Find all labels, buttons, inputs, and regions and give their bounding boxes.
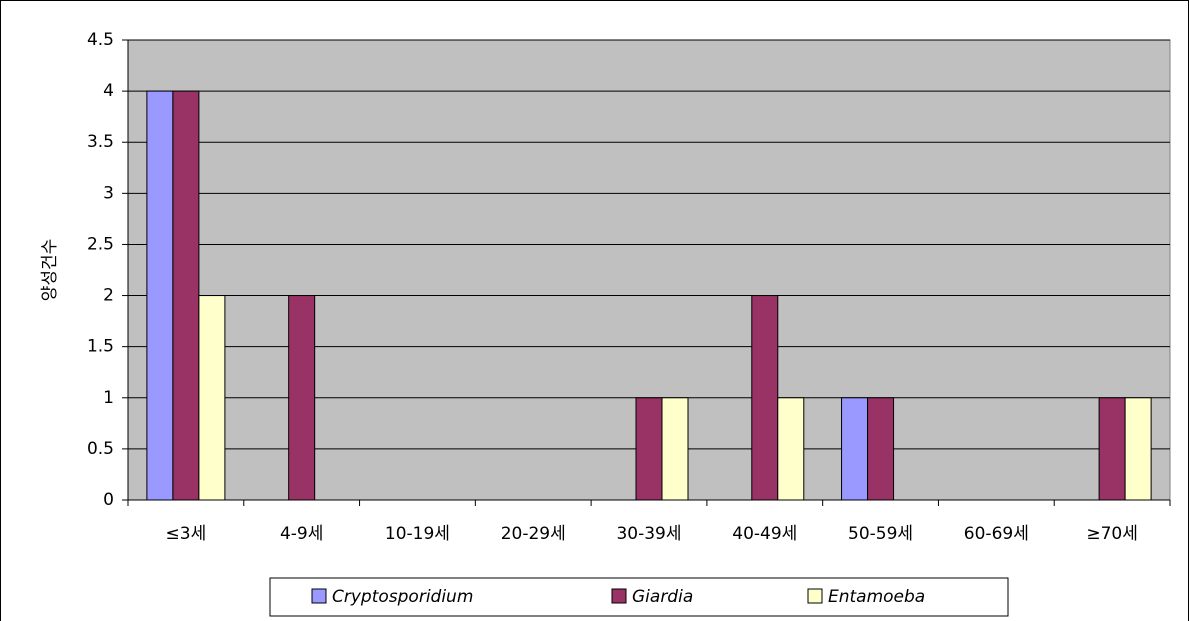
legend-swatch — [611, 588, 627, 604]
bar — [661, 397, 689, 501]
bar — [288, 295, 316, 501]
bar — [146, 90, 174, 501]
legend-label: Giardia — [632, 587, 693, 607]
legend-swatch — [807, 588, 823, 604]
x-tick-label: 20-29세 — [501, 524, 566, 544]
y-tick-label: 4 — [103, 81, 114, 101]
x-tick-label: ≤3세 — [166, 524, 207, 544]
legend: Cryptosporidium Giardia Entamoeba — [269, 577, 1009, 617]
y-tick-label: 3 — [103, 183, 114, 203]
x-tick-label: 30-39세 — [616, 524, 681, 544]
y-tick-label: 4.5 — [87, 30, 114, 50]
y-axis-label: 양성건수 — [40, 239, 60, 302]
x-tick-label: 60-69세 — [964, 524, 1029, 544]
y-tick-label: 1.5 — [87, 337, 114, 357]
y-tick-label: 0 — [103, 490, 114, 510]
bar — [867, 397, 895, 501]
x-tick-label: 10-19세 — [385, 524, 450, 544]
y-tick-label: 3.5 — [87, 132, 114, 152]
bar — [751, 295, 779, 501]
x-tick-label: ≥70세 — [1086, 524, 1138, 544]
y-tick-label: 2.5 — [87, 234, 114, 254]
bar — [635, 397, 663, 501]
bar — [841, 397, 869, 501]
y-tick-label: 1 — [103, 388, 114, 408]
bar — [1098, 397, 1126, 501]
legend-swatch — [311, 588, 327, 604]
bar — [198, 295, 226, 501]
x-tick-label: 50-59세 — [848, 524, 913, 544]
legend-label: Cryptosporidium — [332, 587, 473, 607]
y-tick-label: 2 — [103, 286, 114, 306]
bar — [777, 397, 805, 501]
legend-label: Entamoeba — [828, 587, 925, 607]
y-tick-label: 0.5 — [87, 439, 114, 459]
bar — [172, 90, 200, 501]
legend-box — [269, 577, 1009, 617]
x-tick-label: 40-49세 — [732, 524, 797, 544]
bar — [1124, 397, 1152, 501]
x-tick-label: 4-9세 — [280, 524, 323, 544]
